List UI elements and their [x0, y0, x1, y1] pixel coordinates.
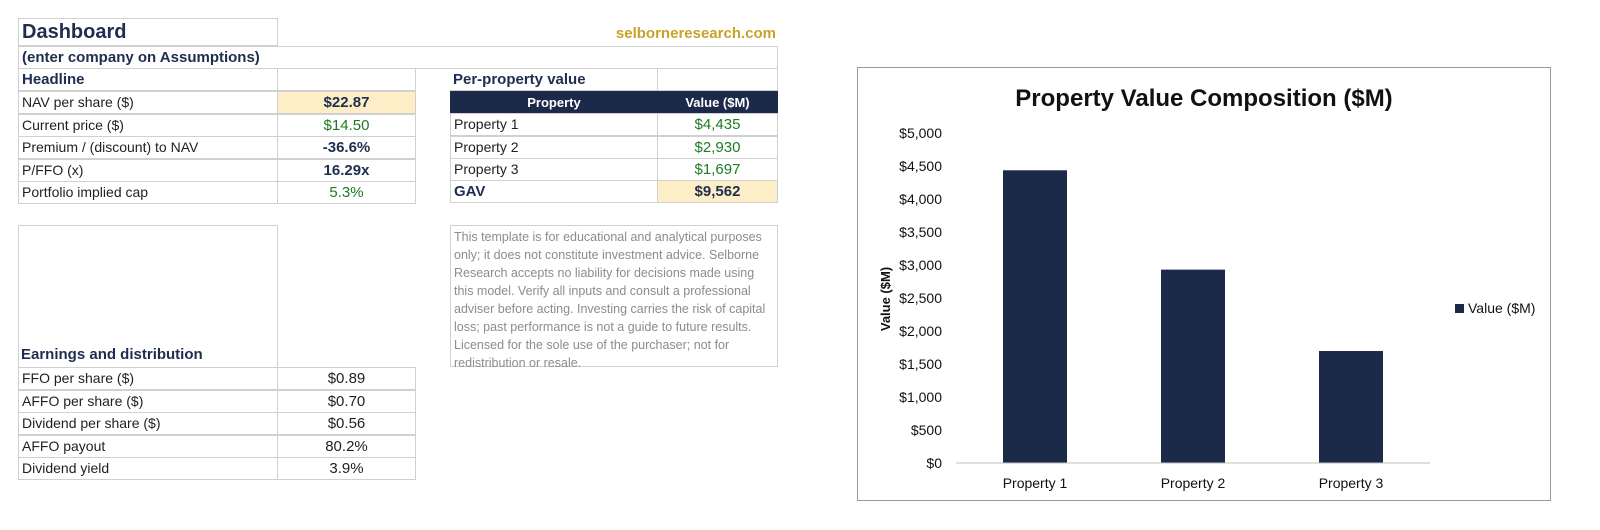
y-tick-label: $1,500	[899, 356, 942, 372]
per-property-title-blank	[657, 69, 778, 91]
value-column-header: Value ($M)	[657, 91, 778, 113]
dashboard-title-cell: Dashboard	[18, 18, 278, 46]
earnings-row-value: 80.2%	[277, 434, 416, 458]
property-row-value: $4,435	[657, 113, 778, 136]
y-tick-label: $500	[911, 422, 942, 438]
earnings-row-value: $0.70	[277, 389, 416, 413]
headline-section-title: Headline	[18, 69, 278, 91]
headline-row-value: 5.3%	[277, 181, 416, 204]
y-tick-label: $0	[926, 455, 942, 471]
chart-title: Property Value Composition ($M)	[1015, 85, 1392, 112]
y-tick-label: $5,000	[899, 125, 942, 141]
headline-row-value: -36.6%	[277, 136, 416, 159]
y-tick-label: $4,000	[899, 191, 942, 207]
subtitle-cell: (enter company on Assumptions)	[18, 46, 778, 69]
bar-property-2	[1161, 269, 1225, 463]
per-property-section-title: Per-property value	[450, 69, 658, 91]
page-title: Dashboard	[22, 21, 127, 43]
gav-label: GAV	[450, 180, 658, 203]
y-tick-label: $1,000	[899, 389, 942, 405]
y-tick-label: $3,500	[899, 224, 942, 240]
headline-title-blank	[277, 69, 416, 91]
bar-property-3	[1319, 350, 1383, 463]
chart-container: Property Value Composition ($M) Value ($…	[857, 67, 1551, 501]
earnings-row-label: AFFO per share ($)	[18, 389, 278, 413]
headline-row-label: Portfolio implied cap	[18, 181, 278, 204]
earnings-row-label: Dividend yield	[18, 457, 278, 480]
legend-label: Value ($M)	[1468, 300, 1535, 316]
legend-swatch	[1455, 304, 1464, 313]
x-tick-label: Property 3	[1319, 475, 1384, 491]
brand-link[interactable]: selborneresearch.com	[615, 25, 776, 42]
page-subtitle: (enter company on Assumptions)	[22, 49, 260, 66]
y-tick-label: $2,000	[899, 323, 942, 339]
headline-row-value: $22.87	[277, 91, 416, 114]
headline-row-label: Current price ($)	[18, 113, 278, 137]
headline-row-value: $14.50	[277, 113, 416, 137]
y-tick-label: $4,500	[899, 158, 942, 174]
earnings-spacer-left	[18, 225, 278, 367]
property-row-label: Property 2	[450, 135, 658, 159]
x-tick-label: Property 1	[1003, 475, 1068, 491]
disclaimer-text: This template is for educational and ana…	[450, 225, 778, 370]
property-row-value: $2,930	[657, 135, 778, 159]
y-axis-label: Value ($M)	[878, 267, 893, 331]
earnings-row-value: $0.89	[277, 367, 416, 390]
x-tick-label: Property 2	[1161, 475, 1226, 491]
earnings-section-title: Earnings and distribution	[21, 346, 203, 363]
y-tick-label: $2,500	[899, 290, 942, 306]
earnings-row-value: $0.56	[277, 412, 416, 435]
earnings-row-value: 3.9%	[277, 457, 416, 480]
earnings-row-label: AFFO payout	[18, 434, 278, 458]
headline-row-label: NAV per share ($)	[18, 91, 278, 114]
headline-row-label: Premium / (discount) to NAV	[18, 136, 278, 159]
y-tick-label: $3,000	[899, 257, 942, 273]
property-row-label: Property 1	[450, 113, 658, 136]
property-row-value: $1,697	[657, 158, 778, 181]
property-row-label: Property 3	[450, 158, 658, 181]
headline-row-label: P/FFO (x)	[18, 158, 278, 182]
gav-value: $9,562	[657, 180, 778, 203]
earnings-row-label: FFO per share ($)	[18, 367, 278, 390]
bar-property-1	[1003, 170, 1067, 463]
headline-row-value: 16.29x	[277, 158, 416, 182]
property-value-chart: Property Value Composition ($M) Value ($…	[878, 85, 1535, 491]
earnings-row-label: Dividend per share ($)	[18, 412, 278, 435]
property-column-header: Property	[450, 91, 658, 113]
